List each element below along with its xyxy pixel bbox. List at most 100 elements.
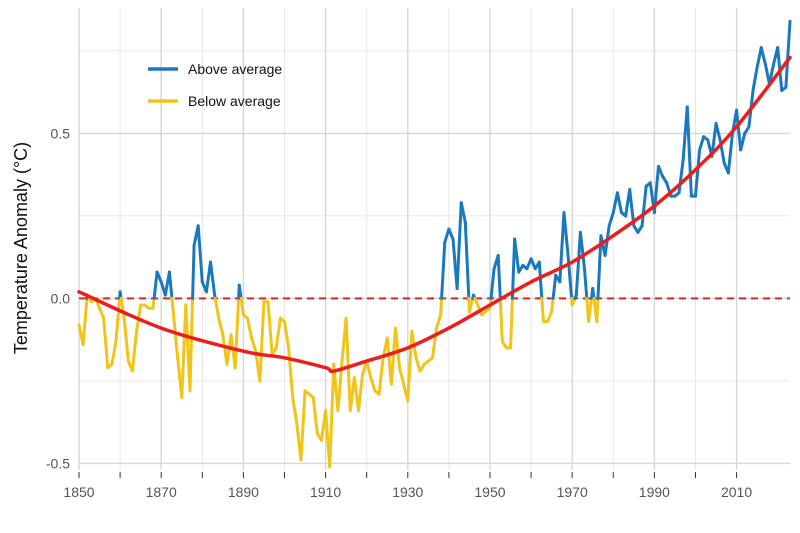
anomaly-segment <box>170 296 176 317</box>
anomaly-segment <box>274 316 282 350</box>
anomaly-segment <box>365 359 373 380</box>
anomaly-segment <box>784 19 792 89</box>
anomaly-segment <box>110 339 118 366</box>
anomaly-segment <box>122 316 130 363</box>
anomaly-segment <box>196 224 204 284</box>
anomaly-segment <box>311 395 319 436</box>
anomaly-segment <box>551 273 558 300</box>
anomaly-segment <box>595 296 600 323</box>
anomaly-segment <box>266 300 274 356</box>
anomaly-segment <box>191 244 196 300</box>
anomaly-segment <box>237 283 243 300</box>
anomaly-segment <box>398 366 406 386</box>
anomaly-segment <box>751 65 759 92</box>
anomaly-segment <box>447 227 455 241</box>
x-tick-label: 2010 <box>721 484 752 500</box>
anomaly-segment <box>513 237 521 274</box>
anomaly-segment <box>389 326 397 386</box>
anomaly-segment <box>430 326 439 360</box>
anomaly-segment <box>546 310 554 323</box>
x-axis-ticks: 1850 1870 1890 1910 1930 1950 1970 1990 2010 <box>63 472 752 500</box>
legend-label-below: Below average <box>188 93 281 109</box>
anomaly-segment <box>509 296 514 350</box>
anomaly-segment <box>574 230 582 297</box>
legend-label-above: Above average <box>188 61 282 77</box>
y-tick-label: 0.0 <box>51 290 71 306</box>
anomaly-segment <box>591 287 596 300</box>
anomaly-segment <box>328 362 336 469</box>
anomaly-segment <box>258 300 266 383</box>
x-tick-label: 1850 <box>63 484 94 500</box>
anomaly-segment <box>414 356 422 373</box>
anomaly-segment <box>98 306 106 320</box>
x-tick-label: 1910 <box>310 484 341 500</box>
anomaly-segment <box>213 296 221 320</box>
anomaly-segment <box>130 329 139 373</box>
anomaly-segment <box>369 376 377 393</box>
anomaly-segment <box>393 326 402 370</box>
anomaly-segment <box>250 336 258 353</box>
anomaly-segment <box>152 270 159 300</box>
x-tick-label: 1970 <box>557 484 588 500</box>
anomaly-segment <box>685 105 693 198</box>
major-gridlines <box>78 8 790 470</box>
anomaly-segment <box>677 158 685 195</box>
anomaly-segment <box>587 296 593 323</box>
anomaly-segment <box>172 313 180 360</box>
anomaly-segment <box>693 148 702 198</box>
anomaly-segment <box>698 135 706 152</box>
y-tick-label: 0.5 <box>51 125 71 141</box>
anomaly-segment <box>496 254 502 300</box>
anomaly-segment <box>356 372 365 413</box>
anomaly-segment <box>102 316 110 370</box>
legend: Above average Below average <box>148 61 282 109</box>
anomaly-segment <box>344 316 352 413</box>
x-tick-label: 1990 <box>639 484 670 500</box>
x-tick-label: 1890 <box>228 484 259 500</box>
anomaly-segment <box>578 230 587 271</box>
anomaly-segment <box>739 131 747 152</box>
anomaly-segment <box>151 296 156 310</box>
anomaly-segment <box>656 164 665 178</box>
anomaly-segment <box>759 46 767 66</box>
y-axis-ticks: -0.5 0.0 0.5 <box>46 125 70 471</box>
anomaly-segment <box>377 356 385 396</box>
x-tick-label: 1950 <box>474 484 505 500</box>
anomaly-segment <box>119 296 126 320</box>
anomaly-segment <box>537 260 544 300</box>
anomaly-segment <box>239 296 245 317</box>
anomaly-segment <box>463 221 471 300</box>
anomaly-segment <box>640 184 648 228</box>
anomaly-segment <box>291 395 299 426</box>
minor-gridlines <box>79 8 790 470</box>
anomaly-segment <box>246 316 254 340</box>
anomaly-segment <box>114 296 122 343</box>
anomaly-segment <box>455 201 463 290</box>
anomaly-segment <box>540 296 545 323</box>
anomaly-segment <box>167 270 174 300</box>
x-tick-label: 1930 <box>392 484 423 500</box>
anomaly-segment <box>440 240 447 300</box>
y-axis-title: Temperature Anomaly (°C) <box>11 142 31 354</box>
x-tick-label: 1870 <box>146 484 177 500</box>
anomaly-segment <box>498 296 504 343</box>
anomaly-segment <box>550 296 555 314</box>
anomaly-segment <box>299 389 307 462</box>
anomaly-segment <box>583 267 589 300</box>
y-tick-label: -0.5 <box>46 455 70 471</box>
anomaly-segment <box>607 211 615 228</box>
anomaly-segment <box>615 191 623 215</box>
anomaly-segment <box>439 296 444 317</box>
anomaly-segment <box>287 346 295 399</box>
anomaly-segment <box>726 131 734 175</box>
anomaly-segment <box>510 237 517 300</box>
anomaly-series <box>77 19 792 469</box>
anomaly-segment <box>558 211 566 284</box>
anomaly-segment <box>188 296 195 393</box>
anomaly-segment <box>155 270 163 284</box>
anomaly-segment <box>233 296 241 370</box>
anomaly-segment <box>489 267 496 300</box>
anomaly-segment <box>562 211 570 257</box>
anomaly-segment <box>81 296 89 347</box>
